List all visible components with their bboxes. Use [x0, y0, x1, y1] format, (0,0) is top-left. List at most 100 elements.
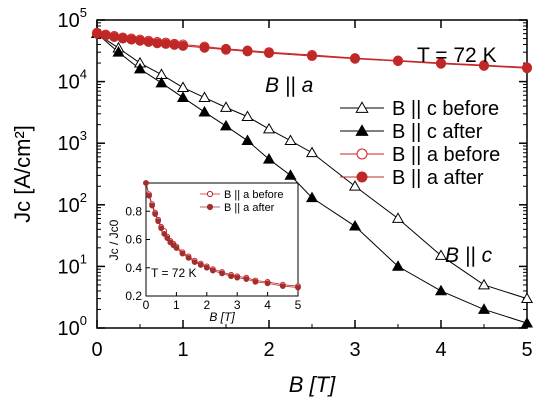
- inset-point-b-a-after: [243, 276, 250, 282]
- point-b-a-after: [436, 58, 446, 69]
- point-b-a-after: [307, 51, 317, 62]
- legend-marker-b-c-after: [355, 124, 369, 136]
- inset-x-axis-label: B [T]: [209, 310, 235, 324]
- series-line-b-c-before: [96, 33, 528, 300]
- point-b-c-after: [155, 76, 168, 88]
- point-b-c-before: [477, 278, 491, 290]
- x-tick-label: 4: [435, 339, 446, 361]
- point-b-c-after: [391, 260, 405, 271]
- x-tick-label: 3: [349, 339, 360, 361]
- y-tick-label: 102: [58, 190, 87, 217]
- point-b-a-after: [135, 35, 145, 46]
- legend-label-b-a-before: B || a before: [392, 144, 500, 166]
- inset-annotation-temperature: T = 72 K: [151, 266, 196, 280]
- series-line-b-c-after: [96, 33, 528, 324]
- annotation-b-par-a: B || a: [265, 74, 313, 97]
- inset-point-b-a-after: [228, 273, 235, 280]
- legend-marker-b-a-after: [356, 171, 368, 183]
- inset-point-b-a-after: [197, 262, 204, 268]
- point-b-c-before: [434, 249, 448, 260]
- point-b-c-before: [284, 134, 297, 146]
- point-b-a-after: [169, 39, 180, 50]
- y-axis-label: Jc [A/cm²]: [10, 125, 35, 223]
- point-b-c-after: [520, 316, 534, 328]
- point-b-c-before: [348, 180, 362, 191]
- inset-y-axis-label: Jc / Jc0: [107, 219, 121, 260]
- inset-point-b-a-after: [264, 280, 271, 287]
- inset-point-b-a-after: [161, 230, 168, 237]
- inset-point-b-a-after: [152, 211, 159, 217]
- inset-point-b-a-after: [143, 180, 149, 186]
- inset-y-tick-label: 0.4: [125, 261, 142, 275]
- inset-point-b-a-after: [219, 270, 225, 277]
- point-b-a-after: [100, 30, 111, 41]
- point-b-a-after: [479, 60, 489, 71]
- inset-point-b-a-after: [203, 264, 210, 271]
- inset-point-b-a-after: [252, 278, 259, 285]
- inset-x-tick-label: 2: [203, 298, 210, 312]
- x-tick-label: 0: [91, 339, 102, 361]
- main-series: [90, 27, 534, 328]
- legend-label-b-c-after: B || c after: [392, 121, 483, 143]
- point-b-c-before: [176, 81, 190, 92]
- inset-point-b-a-after: [158, 225, 165, 232]
- inset-series: [143, 180, 301, 291]
- inset-legend-marker-b-a-after: [206, 203, 214, 211]
- inset-legend-label-b-a-before: B || a before: [224, 189, 284, 201]
- point-b-c-after: [434, 284, 448, 296]
- point-b-c-before: [241, 110, 254, 122]
- annotation-temperature: T = 72 K: [417, 44, 497, 67]
- point-b-c-after: [176, 91, 190, 102]
- legend-marker-b-c-before: [355, 101, 369, 113]
- inset-point-b-a-after: [295, 284, 301, 291]
- point-b-a-after: [264, 48, 274, 59]
- y-tick-label: 103: [58, 128, 87, 155]
- inset-point-b-a-after: [155, 218, 162, 225]
- point-b-c-before: [198, 91, 211, 102]
- point-b-a-after: [126, 34, 137, 45]
- inset-point-b-a-after: [234, 274, 241, 281]
- inset-legend-label-b-a-after: B || a after: [224, 202, 275, 214]
- point-b-a-after: [178, 40, 188, 51]
- point-b-c-before: [520, 292, 534, 303]
- point-b-a-after: [221, 44, 231, 55]
- inset-point-b-a-after: [146, 192, 152, 199]
- inset-x-tick-label: 1: [173, 298, 180, 312]
- point-b-a-after: [393, 56, 403, 67]
- inset-x-tick-label: 3: [234, 298, 241, 312]
- point-b-a-after: [242, 46, 253, 57]
- inset-y-ticks: 0.2 0.4 0.6 0.8: [125, 204, 150, 303]
- point-b-a-after: [143, 36, 154, 47]
- point-b-c-before: [262, 122, 276, 134]
- annotation-b-par-c: B || c: [445, 244, 493, 267]
- legend-label-b-c-before: B || c before: [392, 98, 499, 120]
- point-b-c-after: [477, 303, 491, 314]
- inset-y-tick-label: 0.6: [125, 233, 142, 247]
- legend-label-b-a-after: B || a after: [392, 167, 484, 189]
- inset-point-b-a-after: [279, 283, 286, 290]
- inset-point-b-a-after: [173, 245, 180, 251]
- x-axis-label: B [T]: [289, 372, 336, 397]
- point-b-c-after: [198, 105, 211, 117]
- point-b-c-after: [284, 169, 297, 180]
- y-tick-label: 104: [58, 67, 87, 94]
- point-b-a-after: [350, 53, 360, 64]
- inset-point-b-a-after: [149, 202, 155, 209]
- inset-point-b-a-after: [179, 250, 186, 257]
- point-b-a-after: [160, 38, 171, 49]
- inset-point-b-a-after: [209, 267, 216, 274]
- inset-legend-marker-b-a-before: [206, 190, 214, 198]
- y-tick-label: 100: [58, 313, 87, 340]
- y-tick-label: 105: [58, 5, 87, 32]
- point-b-c-before: [219, 101, 233, 112]
- point-b-a-after: [152, 38, 163, 49]
- point-b-a-after: [92, 28, 102, 39]
- inset-x-tick-label: 4: [264, 298, 271, 312]
- point-b-a-after: [199, 42, 210, 53]
